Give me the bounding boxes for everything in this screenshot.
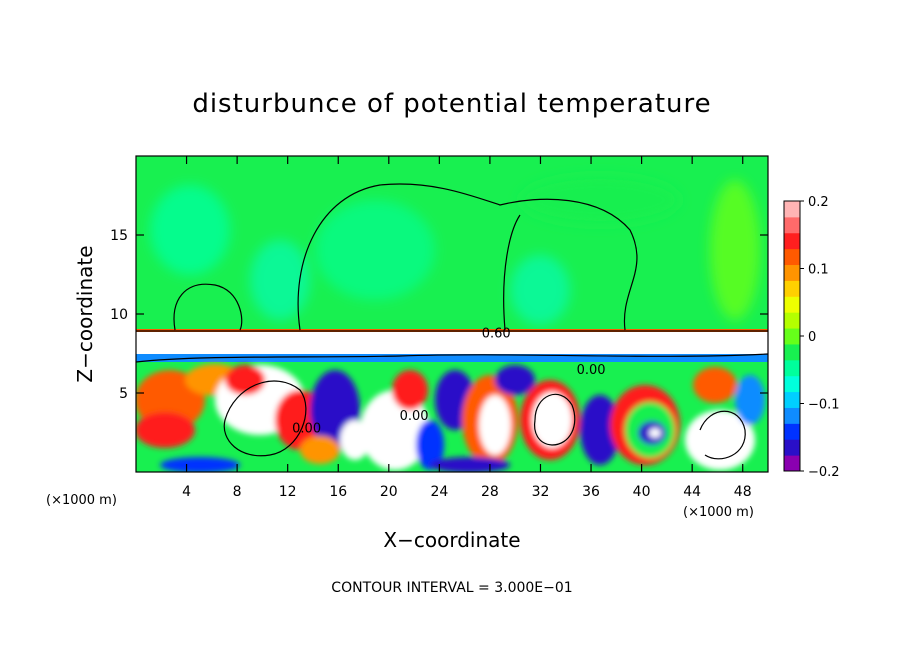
boundary-band bbox=[136, 332, 768, 354]
colorbar-swatch bbox=[784, 264, 800, 281]
colorbar-swatch bbox=[784, 439, 800, 456]
colorbar-swatch bbox=[784, 359, 800, 377]
contour-labels: 0.60 0.00 0.00 0.00 bbox=[292, 327, 605, 437]
x-tick-label: 8 bbox=[233, 484, 242, 500]
contour-line bbox=[533, 393, 576, 446]
x-axis-title: X−coordinate bbox=[383, 528, 520, 552]
y-axis: 5 10 15 bbox=[110, 228, 768, 402]
x-tick-label: 24 bbox=[430, 484, 448, 500]
y-tick-label: 5 bbox=[119, 386, 128, 402]
y-tick-label: 10 bbox=[110, 307, 128, 323]
colorbar-tick-label: 0 bbox=[808, 330, 816, 345]
contour-line bbox=[223, 380, 307, 457]
colorbar-swatch bbox=[784, 296, 800, 313]
chart-title: disturbunce of potential temperature bbox=[192, 89, 711, 119]
contour-lines bbox=[136, 183, 768, 460]
x-tick-label: 40 bbox=[633, 484, 651, 500]
colorbar-swatch bbox=[784, 407, 800, 424]
x-tick-label: 28 bbox=[481, 484, 499, 500]
colorbar-swatch bbox=[784, 375, 800, 393]
colorbar-swatch bbox=[784, 201, 800, 218]
contour-line bbox=[297, 183, 638, 331]
y-axis-title: Z−coordinate bbox=[73, 245, 97, 382]
boundary-band-lower bbox=[136, 354, 768, 364]
x-unit-label-left: (×1000 m) bbox=[46, 493, 117, 508]
upper-patches bbox=[150, 175, 760, 325]
x-tick-label: 44 bbox=[683, 484, 701, 500]
colorbar-swatch bbox=[784, 232, 800, 250]
x-tick-label: 32 bbox=[532, 484, 550, 500]
colorbar-tick-label: −0.2 bbox=[808, 465, 840, 480]
x-tick-label: 48 bbox=[734, 484, 752, 500]
y-tick-label: 15 bbox=[110, 228, 128, 244]
colorbar-tick-label: −0.1 bbox=[808, 398, 840, 413]
heatmap-field bbox=[136, 156, 768, 472]
x-unit-label-right: (×1000 m) bbox=[683, 505, 754, 520]
upper-region bbox=[136, 156, 768, 331]
contour-line bbox=[699, 410, 746, 460]
colorbar-swatch bbox=[784, 343, 800, 361]
contour-label: 0.00 bbox=[400, 409, 429, 424]
contour-line bbox=[136, 353, 768, 363]
x-tick-label: 36 bbox=[582, 484, 600, 500]
contour-line bbox=[173, 283, 243, 331]
x-tick-label: 20 bbox=[380, 484, 398, 500]
colorbar-swatch bbox=[784, 216, 800, 234]
colorbar-tick-label: 0.2 bbox=[808, 195, 829, 210]
colorbar: 0.2 0.1 0 −0.1 −0.2 bbox=[783, 195, 840, 480]
x-axis: 4 8 12 16 20 24 28 32 36 40 44 48 bbox=[182, 156, 752, 500]
contour-label: 0.00 bbox=[577, 363, 606, 378]
x-tick-label: 12 bbox=[279, 484, 297, 500]
contour-interval-note: CONTOUR INTERVAL = 3.000E−01 bbox=[331, 580, 572, 596]
colorbar-swatch bbox=[784, 280, 800, 297]
colorbar-tick-label: 0.1 bbox=[808, 263, 829, 278]
colorbar-swatch bbox=[784, 423, 800, 440]
contour-label: 0.00 bbox=[292, 422, 321, 437]
contour-line bbox=[503, 214, 521, 331]
colorbar-swatch bbox=[784, 312, 800, 329]
colorbar-swatch bbox=[784, 455, 800, 472]
x-tick-label: 4 bbox=[182, 484, 191, 500]
colorbar-swatch bbox=[784, 391, 800, 408]
contour-label: 0.60 bbox=[482, 327, 511, 342]
x-tick-label: 16 bbox=[329, 484, 347, 500]
colorbar-swatch bbox=[784, 248, 800, 266]
colorbar-swatch bbox=[784, 328, 800, 345]
